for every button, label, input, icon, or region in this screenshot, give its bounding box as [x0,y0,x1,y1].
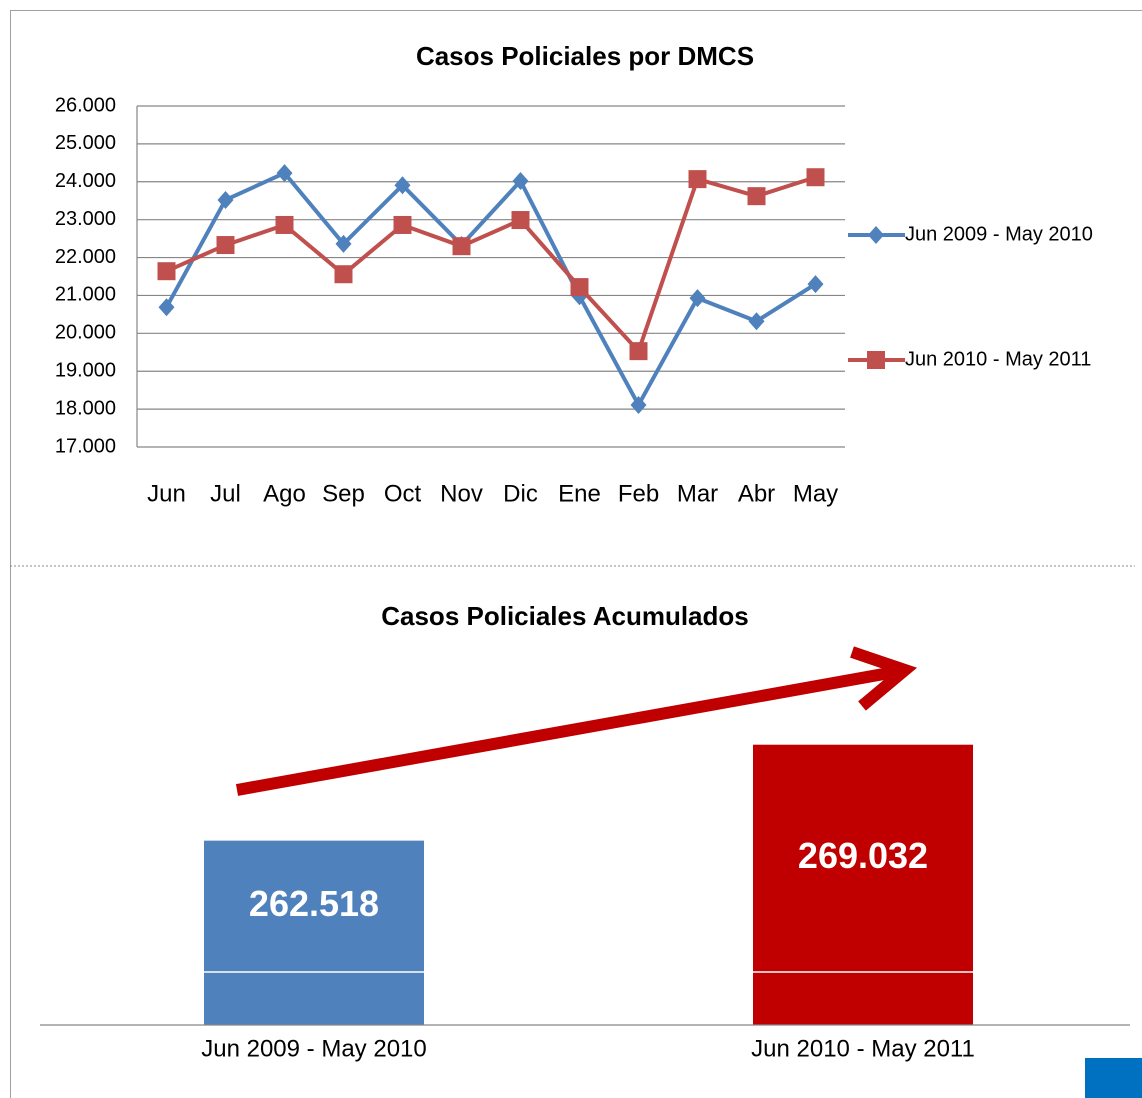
trend-arrow [235,646,918,796]
marker [630,395,647,414]
corner-block [1085,1058,1142,1098]
x-tick-label: Ago [263,480,306,507]
marker [688,170,707,189]
marker [747,187,766,206]
y-tick-label: 20.000 [55,322,116,344]
x-tick-label: Jun 2009 - May 2010 [201,1035,426,1062]
series-line [165,175,817,355]
bar [204,840,424,1025]
marker [275,215,294,234]
x-tick-label: Dic [503,480,538,507]
arrow-head [850,646,918,711]
x-tick-label: Jul [210,480,241,507]
marker [629,342,648,361]
marker [867,351,885,369]
marker [276,164,293,183]
x-tick-label: Mar [677,480,718,507]
marker [511,211,530,230]
bar [753,744,973,1025]
marker [807,275,824,294]
x-tick-label: Ene [558,480,601,507]
y-tick-label: 21.000 [55,284,116,306]
marker [394,176,411,195]
x-tick-label: Sep [322,480,365,507]
bar-value-label: 269.032 [798,835,928,876]
page-border [10,10,1142,1098]
marker [157,262,176,281]
x-tick-label: Abr [738,480,775,507]
marker [806,168,825,187]
y-tick-label: 18.000 [55,397,116,419]
marker [452,237,471,256]
y-tick-label: 25.000 [55,132,116,154]
marker [334,265,353,284]
legend-label: Jun 2009 - May 2010 [905,223,1093,245]
x-tick-label: Jun [147,480,186,507]
chart-title: Casos Policiales Acumulados [381,601,749,631]
x-tick-label: Jun 2010 - May 2011 [751,1035,975,1062]
series-line [164,170,817,410]
y-tick-label: 22.000 [55,246,116,268]
marker [512,172,529,191]
y-tick-label: 24.000 [55,170,116,192]
marker [689,289,706,308]
legend-label: Jun 2010 - May 2011 [905,348,1091,370]
marker [393,215,412,234]
y-tick-label: 17.000 [55,435,116,457]
marker [570,278,589,297]
y-tick-label: 19.000 [55,360,116,382]
chart-title: Casos Policiales por DMCS [416,41,754,71]
x-tick-label: Feb [618,480,659,507]
y-tick-label: 23.000 [55,208,116,230]
marker [868,226,884,244]
y-tick-label: 26.000 [55,94,116,116]
x-tick-label: Oct [384,480,422,507]
marker [158,298,175,317]
x-tick-label: May [793,480,838,507]
marker [748,312,765,331]
arrow-shaft [235,666,897,796]
x-tick-label: Nov [440,480,483,507]
marker [217,190,234,209]
bar-value-label: 262.518 [249,883,379,924]
marker [216,236,235,255]
marker [335,234,352,253]
